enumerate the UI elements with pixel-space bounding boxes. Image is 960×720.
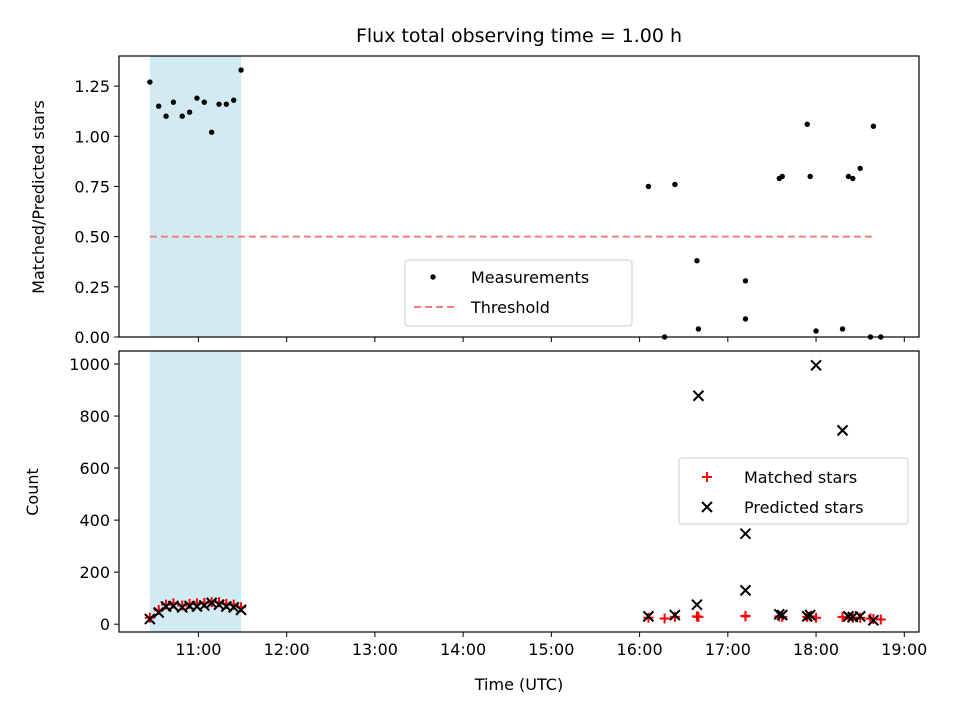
legend: Measurements Threshold xyxy=(404,259,633,327)
matched-star-point xyxy=(740,611,751,622)
measurement-point xyxy=(231,97,237,103)
measurement-point xyxy=(694,258,700,264)
y-tick-label: 0.00 xyxy=(74,328,110,347)
matched-star-point xyxy=(669,611,680,622)
matched-star-point xyxy=(693,611,704,622)
x-tick-label: 11:00 xyxy=(175,640,221,659)
measurement-point xyxy=(839,326,846,332)
measurement-point xyxy=(201,99,207,105)
legend-marker xyxy=(701,501,713,513)
predicted-star-point xyxy=(804,609,816,621)
legend-label: Matched stars xyxy=(744,468,857,487)
predicted-star-point xyxy=(867,614,880,626)
predicted-star-point xyxy=(235,604,247,616)
x-tick-label: 17:00 xyxy=(705,640,751,659)
predicted-star-point xyxy=(642,610,655,623)
measurement-point xyxy=(845,173,852,180)
y-tick-label: 600 xyxy=(79,459,110,478)
y-tick-label: 0 xyxy=(100,615,110,634)
measurement-point xyxy=(238,67,244,73)
measurement-point xyxy=(870,123,877,129)
matched-star-point xyxy=(161,599,172,610)
count-panel: 11:00 12:00 13:00 14:00 15:00 16:00 17:00 18:00… xyxy=(69,350,927,659)
y-tick-label: 0.75 xyxy=(74,177,110,196)
measurement-point xyxy=(857,165,863,172)
bottom-y-axis-label: Count xyxy=(23,468,42,516)
measurement-point xyxy=(779,173,785,180)
predicted-star-point xyxy=(144,613,156,625)
legend-marker xyxy=(430,274,436,280)
matched-star-point xyxy=(659,613,670,624)
y-tick-label: 0.25 xyxy=(74,278,110,297)
x-tick-label: 15:00 xyxy=(528,640,574,659)
axes-frame xyxy=(118,55,920,338)
predicted-star-point xyxy=(691,598,703,611)
y-tick-label: 400 xyxy=(79,511,110,530)
measurement-point xyxy=(186,109,193,115)
measurement-point xyxy=(645,183,652,190)
predicted-star-point xyxy=(167,600,180,612)
predicted-star-point xyxy=(198,599,211,612)
y-tick-label: 0.50 xyxy=(74,228,110,247)
predicted-star-point xyxy=(842,610,855,623)
predicted-star-point xyxy=(669,609,681,621)
predicted-star-point xyxy=(836,424,849,437)
measurement-point xyxy=(179,113,185,119)
measurement-point xyxy=(223,101,230,107)
measurement-point xyxy=(813,328,819,334)
measurement-point xyxy=(147,79,153,85)
measurement-point xyxy=(170,99,177,105)
legend-frame xyxy=(404,259,633,327)
ratio-panel: 0.00 0.25 0.50 0.75 1.00 1.25 Measurements Thre… xyxy=(74,55,920,347)
predicted-star-point xyxy=(776,609,788,621)
predicted-star-point xyxy=(810,359,822,372)
measurement-point xyxy=(807,173,813,180)
predicted-star-point xyxy=(692,390,705,402)
highlight-span xyxy=(149,351,242,632)
x-tick-label: 18:00 xyxy=(793,640,839,659)
chart-title: Flux total observing time = 1.00 h xyxy=(356,25,682,47)
legend-label: Predicted stars xyxy=(744,498,864,517)
measurement-point xyxy=(672,181,678,188)
x-tick-label: 14:00 xyxy=(440,640,486,659)
legend-frame xyxy=(678,457,909,525)
measurement-point xyxy=(216,101,222,107)
measurement-point xyxy=(156,103,162,109)
axes-frame xyxy=(118,350,920,633)
top-y-axis-label: Matched/Predicted stars xyxy=(29,100,48,294)
measurement-point xyxy=(850,175,856,182)
measurement-point xyxy=(208,129,215,135)
predicted-star-point xyxy=(801,610,813,623)
x-tick-label: 13:00 xyxy=(352,640,398,659)
y-tick-label: 1.25 xyxy=(74,77,110,96)
measurement-point xyxy=(194,95,200,101)
legend-marker xyxy=(702,472,712,482)
predicted-star-point xyxy=(739,527,752,540)
matched-star-point xyxy=(177,600,188,611)
y-tick-label: 800 xyxy=(79,407,110,426)
legend: Matched stars Predicted stars xyxy=(678,457,909,525)
y-tick-label: 1.00 xyxy=(74,127,110,146)
measurement-point xyxy=(742,278,749,284)
measurement-point xyxy=(163,113,169,119)
x-tick-label: 12:00 xyxy=(264,640,310,659)
predicted-star-point xyxy=(739,584,752,597)
matched-star-point xyxy=(875,614,886,625)
measurement-point xyxy=(742,316,749,322)
predicted-star-point xyxy=(773,608,786,621)
legend-label: Threshold xyxy=(470,298,550,317)
x-tick-label: 19:00 xyxy=(881,640,927,659)
x-axis-label: Time (UTC) xyxy=(474,675,563,694)
x-tick-label: 16:00 xyxy=(617,640,663,659)
measurement-point xyxy=(695,326,702,332)
legend-label: Measurements xyxy=(471,268,589,287)
predicted-star-point xyxy=(227,601,240,613)
measurement-point xyxy=(804,121,810,127)
y-tick-label: 200 xyxy=(79,563,110,582)
y-tick-label: 1000 xyxy=(69,355,110,374)
predicted-star-point xyxy=(854,610,866,623)
